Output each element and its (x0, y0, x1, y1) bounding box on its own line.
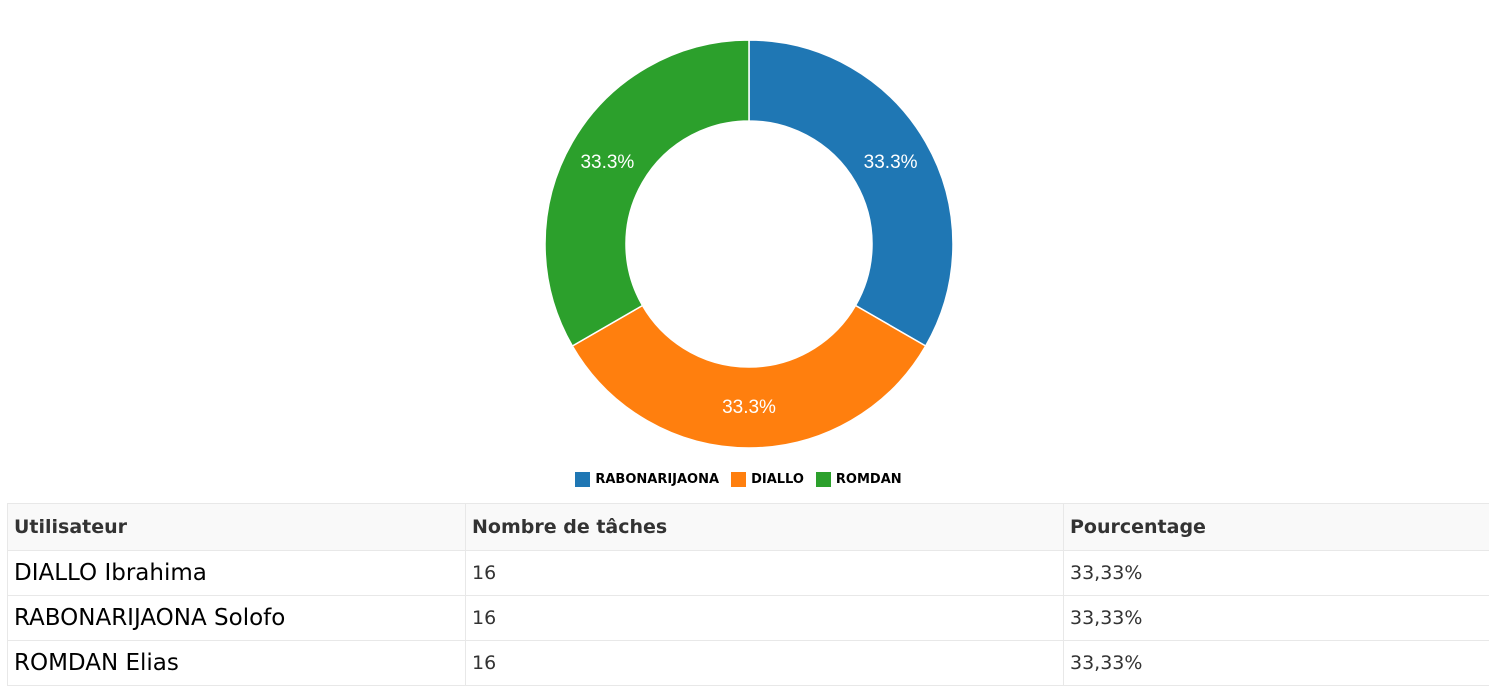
legend-label: RABONARIJAONA (595, 471, 720, 487)
legend-item-romdan[interactable]: ROMDAN (815, 471, 902, 487)
donut-chart: 33.3% 33.3% 33.3% RABONARIJAONA DIALLO ROM… (0, 39, 1489, 489)
chart-legend: RABONARIJAONA DIALLO ROMDAN (0, 469, 1489, 489)
table-header-row: Utilisateur Nombre de tâches Pourcentage (7, 503, 1489, 551)
user-cell: DIALLO Ibrahima (7, 550, 466, 596)
donut-slice-rabonarijaona[interactable] (748, 39, 954, 348)
column-header-task-count: Nombre de tâches (465, 503, 1064, 551)
legend-swatch (731, 471, 747, 487)
slice-percent-label: 33.3% (722, 397, 776, 418)
legend-item-diallo[interactable]: DIALLO (731, 471, 804, 487)
legend-swatch (815, 471, 831, 487)
percentage-cell: 33,33% (1063, 595, 1489, 641)
slice-percent-label: 33.3% (580, 152, 634, 173)
percentage-cell: 33,33% (1063, 640, 1489, 686)
percentage-cell: 33,33% (1063, 550, 1489, 596)
task-count-cell: 16 (465, 595, 1064, 641)
donut-slice-diallo[interactable] (571, 304, 927, 449)
column-header-percentage: Pourcentage (1063, 503, 1489, 551)
user-cell: ROMDAN Elias (7, 640, 466, 686)
table-row: DIALLO Ibrahima 16 33,33% (7, 550, 1489, 596)
table-row: ROMDAN Elias 16 33,33% (7, 640, 1489, 686)
slice-percent-label: 33.3% (864, 152, 918, 173)
legend-item-rabonarijaona[interactable]: RABONARIJAONA (575, 471, 720, 487)
task-count-cell: 16 (465, 550, 1064, 596)
legend-label: ROMDAN (835, 471, 902, 487)
legend-label: DIALLO (751, 471, 804, 487)
tasks-table: Utilisateur Nombre de tâches Pourcentage… (7, 503, 1489, 686)
user-cell: RABONARIJAONA Solofo (7, 595, 466, 641)
column-header-user: Utilisateur (7, 503, 466, 551)
table-row: RABONARIJAONA Solofo 16 33,33% (7, 595, 1489, 641)
task-count-cell: 16 (465, 640, 1064, 686)
legend-swatch (575, 471, 591, 487)
donut-slice-romdan[interactable] (544, 39, 750, 348)
donut-chart-svg: 33.3% 33.3% 33.3% (544, 39, 954, 449)
